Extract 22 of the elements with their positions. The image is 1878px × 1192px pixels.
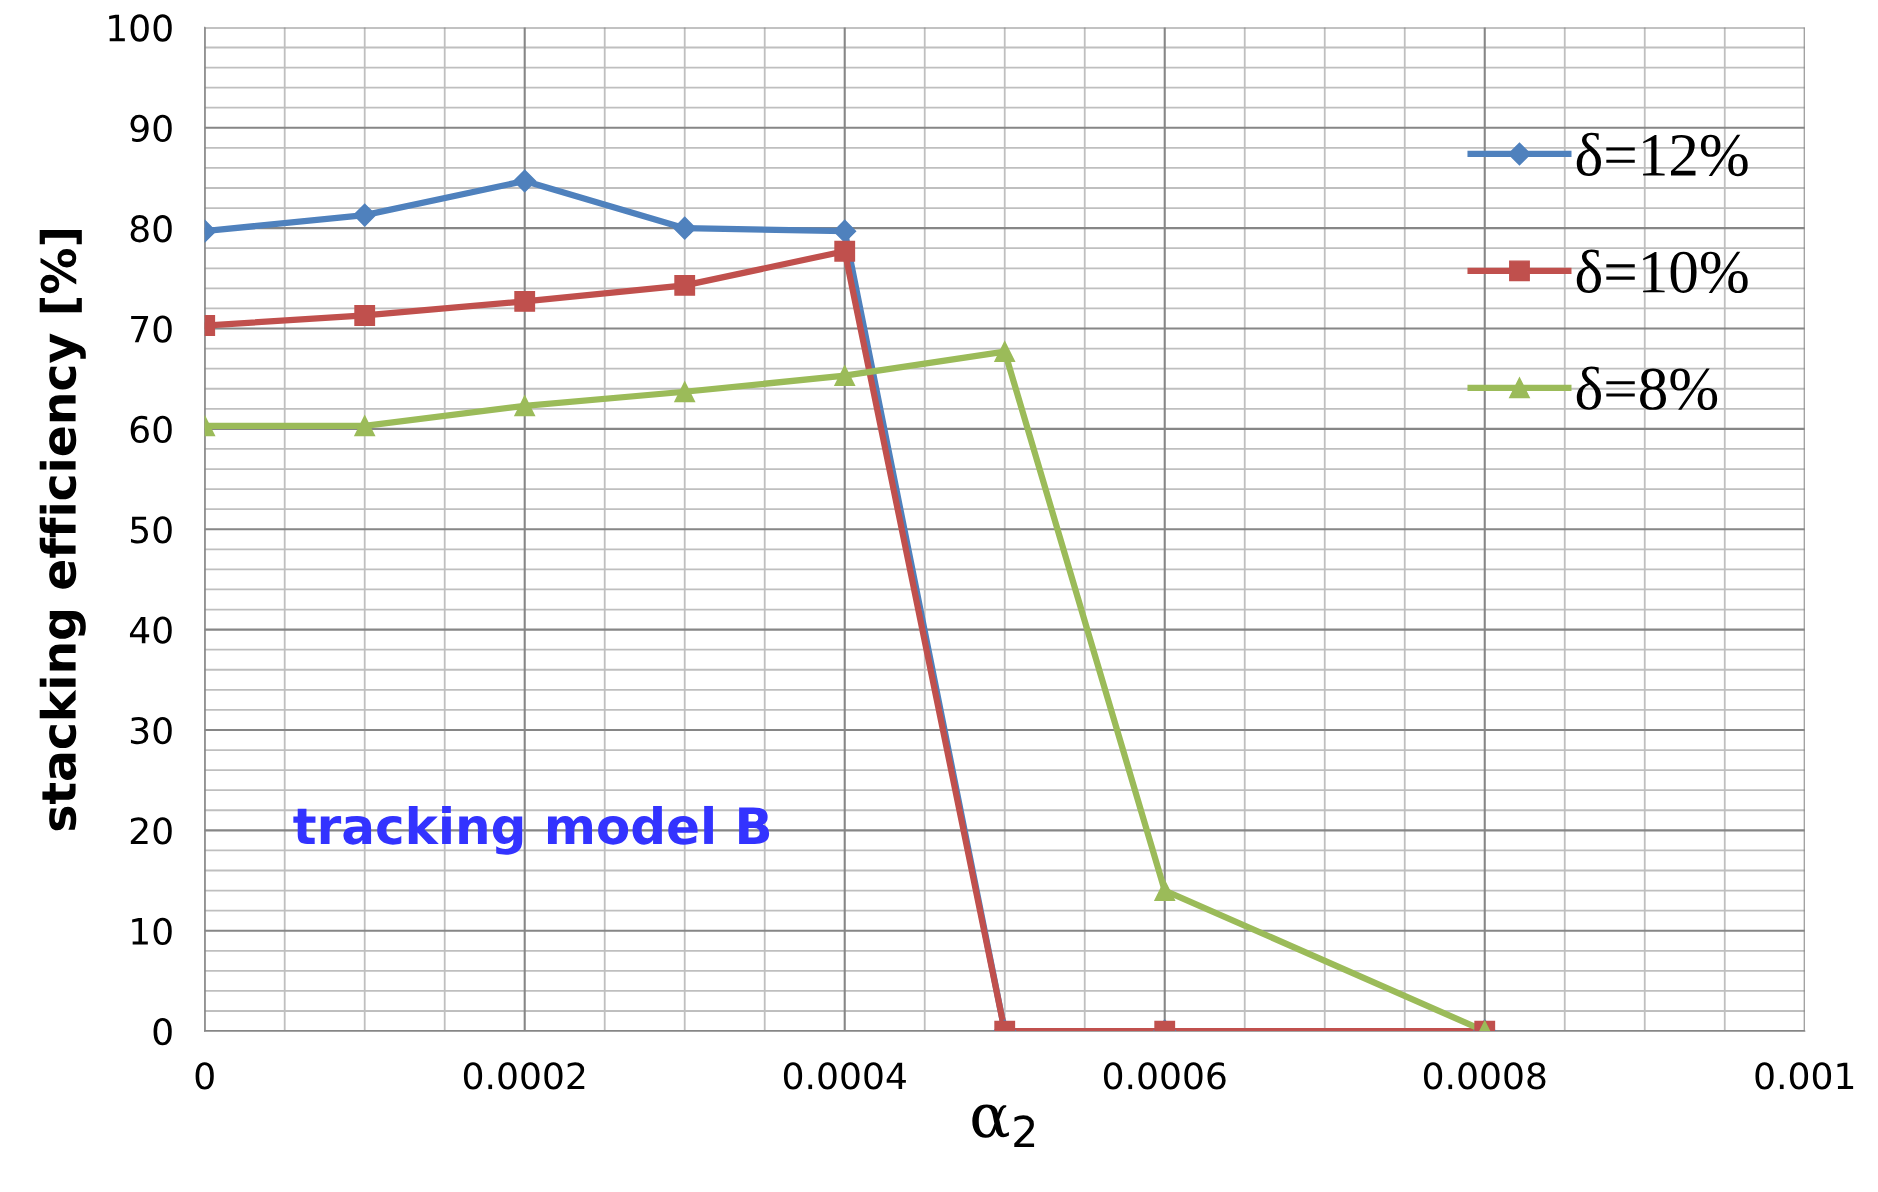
x-tick-label: 0 [195,1062,214,1090]
legend-label: δ=12% [1576,132,1748,177]
x-tick-label: 0.0006 [1103,1062,1226,1090]
x-tick-label: 0.0004 [783,1062,906,1090]
legend-label: δ=10% [1576,249,1748,294]
x-tick-label: 0.0008 [1423,1062,1546,1090]
x-tick-label: 0.001 [1755,1062,1854,1090]
y-axis-title: stacking efficiency [%] [39,229,86,831]
y-tick-label: 0 [153,1018,172,1046]
y-tick-label: 20 [130,817,172,845]
legend-label: δ=8% [1576,366,1718,410]
y-tick-label: 70 [131,315,172,343]
y-tick-label: 40 [129,616,172,644]
x-axis-title: α$_{2}$ [972,1104,1035,1148]
y-tick-label: 90 [130,114,172,143]
y-tick-label: 100 [109,14,172,42]
y-tick-label: 50 [130,516,172,544]
y-tick-label: 60 [130,415,172,444]
x-tick-label: 0.0002 [463,1062,585,1090]
y-tick-label: 80 [130,215,172,243]
y-tick-label: 10 [132,917,172,945]
y-tick-label: 30 [130,716,172,745]
